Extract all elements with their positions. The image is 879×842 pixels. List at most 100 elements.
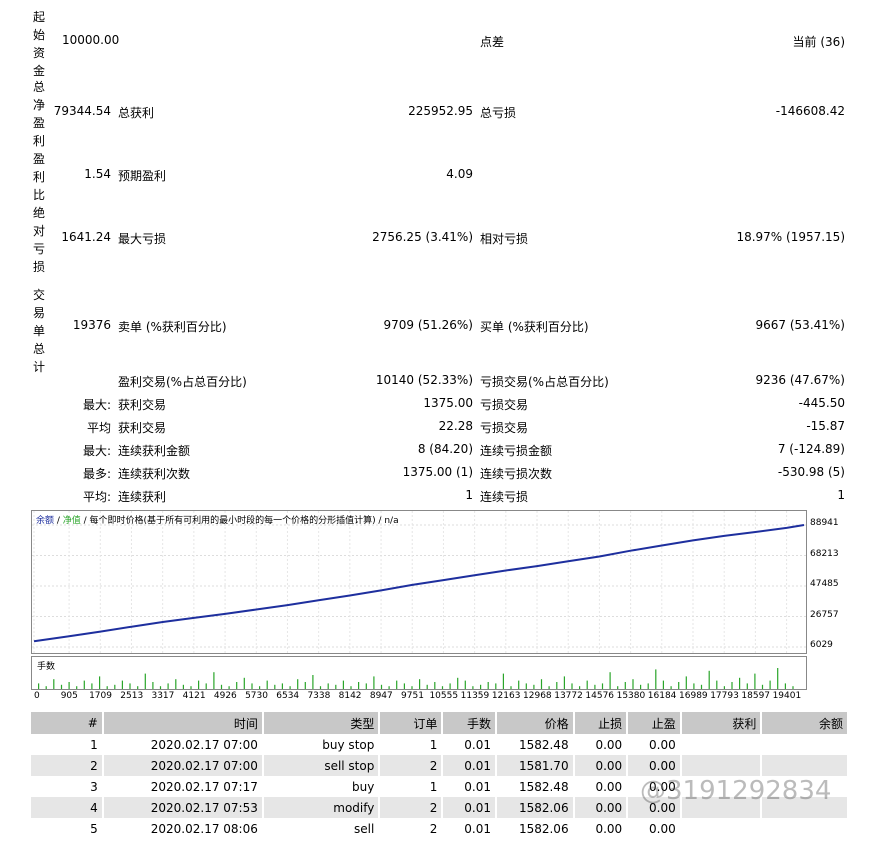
x-tick-label: 12163 — [491, 691, 521, 701]
table-cell — [761, 797, 849, 818]
column-header[interactable]: 止损 — [573, 712, 629, 734]
volume-bar — [251, 683, 253, 689]
x-tick-label: 10555 — [429, 691, 459, 701]
loss-trades-label: 亏损交易(%占总百分比) — [480, 375, 609, 389]
volume-bar — [731, 682, 733, 689]
volume-bar — [426, 684, 428, 689]
volume-bar — [632, 679, 634, 689]
column-header[interactable]: 类型 — [262, 712, 381, 734]
orders-table: # 时间 类型 订单 手数 价格 止损 止盈 获利 余额 1 2020.02.17 07:00 buy… — [31, 712, 849, 839]
volume-chart-svg — [38, 668, 794, 689]
avg-loss-label: 亏损交易 — [480, 421, 529, 435]
column-header[interactable]: 价格 — [496, 712, 575, 734]
most-cons-loss-value: -530.98 (5) — [777, 465, 845, 479]
table-cell: 0.00 — [573, 734, 629, 755]
volume-bar — [182, 684, 184, 689]
column-header[interactable]: 手数 — [442, 712, 497, 734]
profit-trades-label: 盈利交易(%占总百分比) — [118, 375, 247, 389]
table-cell: 0.01 — [442, 776, 497, 797]
volume-bar — [487, 682, 489, 689]
x-tick-label: 11359 — [460, 691, 490, 701]
volume-bar — [396, 680, 398, 689]
table-row[interactable]: 4 2020.02.17 07:53 modify 2 0.01 1582.06 0.00 0… — [31, 797, 849, 818]
spread-value: 当前 (36) — [792, 35, 845, 49]
most-prefix: 最多: — [82, 467, 111, 481]
initial-deposit-value: 10000.00 — [62, 33, 120, 47]
table-cell: sell stop — [262, 755, 381, 776]
most-cons-loss-label: 连续亏损次数 — [480, 467, 553, 481]
table-row[interactable]: 5 2020.02.17 08:06 sell 2 0.01 1582.06 0.00 0.0… — [31, 818, 849, 839]
volume-bar — [403, 683, 405, 689]
x-tick-label: 7338 — [307, 691, 331, 701]
expected-payoff-label: 预期盈利 — [118, 169, 167, 183]
column-header[interactable]: 订单 — [379, 712, 444, 734]
table-cell: 2 — [379, 755, 444, 776]
volume-bar — [342, 680, 344, 689]
table-row[interactable]: 1 2020.02.17 07:00 buy stop 1 0.01 1582.48 0.0… — [31, 734, 849, 755]
avg-cons-win-label: 连续获利 — [118, 490, 167, 504]
table-cell: buy stop — [262, 734, 381, 755]
volume-bar — [129, 683, 131, 689]
x-tick-label: 16184 — [647, 691, 677, 701]
volume-bar — [739, 677, 741, 689]
volume-bar — [60, 684, 63, 689]
table-cell: 0.01 — [442, 797, 497, 818]
x-tick-label: 15380 — [616, 691, 646, 701]
spread-label: 点差 — [480, 35, 505, 49]
long-trades-label: 买单 (%获利百分比) — [480, 320, 589, 334]
y-tick-label: 88941 — [810, 518, 839, 528]
volume-bar — [441, 686, 444, 689]
short-trades-value: 9709 (51.26%) — [383, 318, 473, 332]
watermark: @3191292834 — [640, 776, 832, 806]
volume-label: 手数 — [37, 662, 56, 672]
volume-bar — [510, 686, 512, 689]
y-tick-label: 68213 — [810, 548, 839, 559]
table-cell: 2020.02.17 07:53 — [102, 797, 264, 818]
column-header[interactable]: 止盈 — [627, 712, 682, 734]
volume-bar — [335, 684, 337, 689]
x-tick-label: 905 — [60, 691, 78, 701]
volume-bar — [121, 680, 123, 689]
table-cell — [680, 755, 763, 776]
table-cell — [680, 797, 763, 818]
volume-bar — [236, 682, 238, 689]
volume-bar — [83, 680, 85, 689]
table-cell: 0.00 — [573, 818, 629, 839]
long-trades-value: 9667 (53.41%) — [755, 318, 845, 332]
y-tick-label: 6029 — [810, 640, 833, 650]
volume-bar — [594, 684, 596, 689]
table-cell — [680, 818, 763, 839]
x-tick-label: 2513 — [120, 691, 144, 701]
table-cell: 0.00 — [627, 776, 682, 797]
volume-bar — [373, 676, 375, 689]
volume-bar — [53, 679, 55, 689]
balance-chart — [31, 510, 807, 654]
x-tick-label: 8947 — [369, 691, 393, 701]
volume-bar — [723, 686, 725, 689]
volume-bar — [769, 680, 771, 689]
volume-bar — [167, 683, 169, 689]
column-header[interactable]: # — [31, 712, 104, 734]
column-header[interactable]: 余额 — [761, 712, 849, 734]
total-trades-value: 19376 — [72, 318, 111, 332]
table-row[interactable]: 2 2020.02.17 07:00 sell stop 2 0.01 1581.70 0.… — [31, 755, 849, 776]
table-cell — [761, 818, 849, 839]
x-tick-label: 9751 — [401, 691, 424, 701]
table-cell — [680, 734, 763, 755]
column-header[interactable]: 时间 — [102, 712, 264, 734]
profit-trades-value: 10140 (52.33%) — [375, 373, 473, 387]
x-tick-label: 18597 — [741, 691, 771, 701]
table-cell: 2020.02.17 07:17 — [102, 776, 264, 797]
volume-bar — [761, 684, 764, 689]
x-tick-label: 19401 — [772, 691, 802, 701]
table-cell: buy — [262, 776, 381, 797]
volume-bar — [624, 682, 626, 689]
max-cons-profit-label: 连续获利金额 — [118, 444, 191, 458]
volume-bar — [784, 683, 786, 689]
max-drawdown-value: 2756.25 (3.41%) — [372, 230, 473, 244]
column-header[interactable]: 获利 — [680, 712, 763, 734]
table-row[interactable]: 3 2020.02.17 07:17 buy 1 0.01 1582.48 0.00 0.00 — [31, 776, 849, 797]
table-cell: 0.00 — [627, 755, 682, 776]
table-cell: 1582.48 — [496, 734, 575, 755]
loss-trades-value: 9236 (47.67%) — [755, 373, 845, 387]
